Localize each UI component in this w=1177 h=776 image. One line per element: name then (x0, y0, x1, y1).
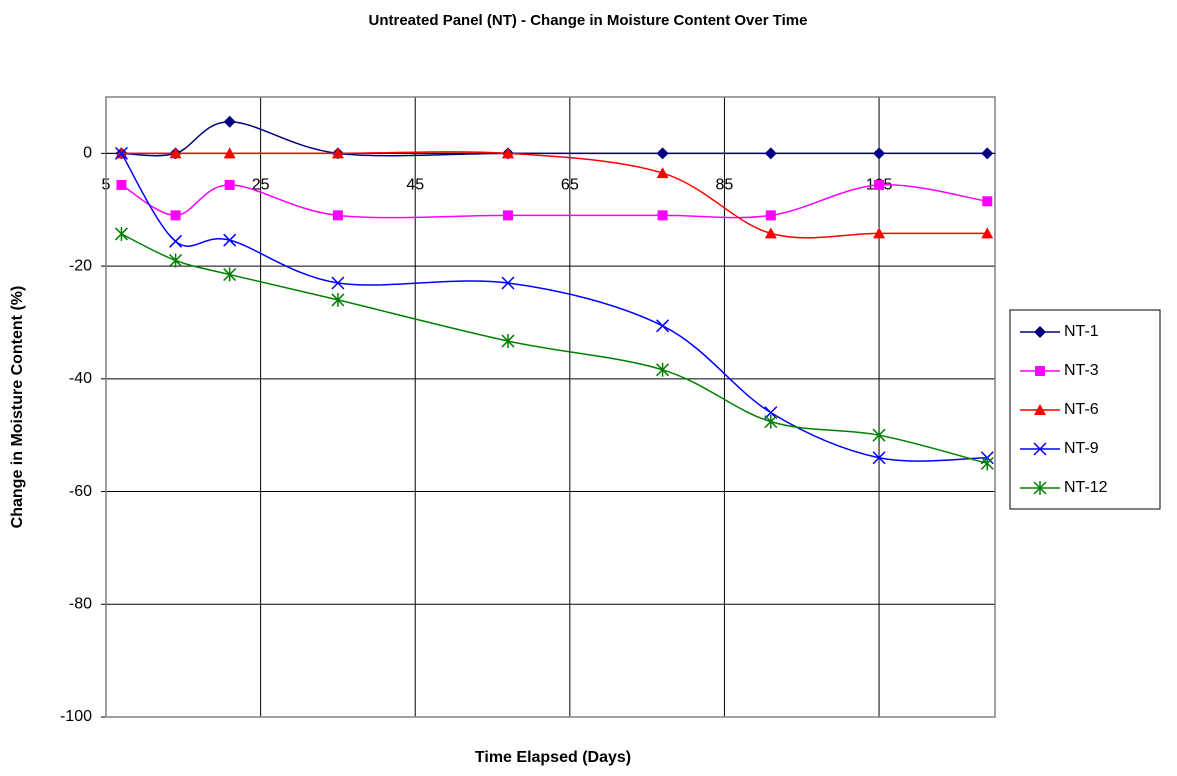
series-line (121, 183, 988, 219)
y-axis-label: Change in Moisture Content (%) (9, 286, 26, 529)
marker (331, 147, 344, 159)
y-tick-label: -80 (69, 595, 92, 612)
marker (982, 196, 993, 207)
chart-title: Untreated Panel (NT) - Change in Moistur… (369, 12, 808, 29)
marker (331, 276, 345, 290)
y-tick-label: -100 (60, 708, 92, 725)
marker (872, 451, 886, 465)
legend-label: NT-6 (1064, 401, 1099, 418)
marker (501, 334, 515, 349)
marker (223, 115, 236, 128)
marker (657, 210, 668, 221)
y-tick-label: 0 (83, 145, 92, 162)
marker (223, 233, 237, 247)
marker (502, 210, 513, 221)
marker (656, 319, 670, 333)
series-line (121, 121, 988, 157)
marker (764, 227, 777, 239)
series-line (121, 151, 988, 239)
legend-label: NT-1 (1064, 323, 1099, 340)
x-tick-label: 65 (561, 177, 579, 194)
y-tick-label: -40 (69, 370, 92, 387)
y-tick-label: -20 (69, 257, 92, 274)
marker (169, 234, 183, 248)
marker (114, 226, 128, 241)
legend-label: NT-12 (1064, 479, 1108, 496)
x-tick-label: 85 (716, 177, 734, 194)
marker (764, 147, 777, 160)
marker (764, 414, 778, 429)
legend-marker (1035, 366, 1045, 376)
marker (981, 147, 994, 160)
x-tick-label: 25 (252, 177, 270, 194)
marker (501, 147, 514, 159)
marker (873, 227, 886, 239)
marker (873, 147, 886, 160)
marker (331, 292, 345, 307)
marker (170, 210, 181, 221)
marker (656, 147, 669, 160)
legend-label: NT-9 (1064, 440, 1099, 457)
series-line (121, 233, 988, 465)
marker (116, 179, 127, 190)
legend-label: NT-3 (1064, 362, 1099, 379)
marker (765, 210, 776, 221)
x-axis-label: Time Elapsed (Days) (475, 749, 631, 766)
y-tick-label: -60 (69, 483, 92, 500)
marker (872, 428, 886, 443)
marker (224, 179, 235, 190)
legend-marker (1034, 404, 1046, 415)
series-line (120, 152, 988, 462)
legend-marker (1033, 481, 1047, 495)
marker (169, 253, 183, 268)
marker (981, 227, 994, 239)
marker (223, 147, 236, 159)
marker (980, 456, 994, 471)
marker (656, 362, 670, 377)
marker (169, 147, 182, 159)
marker (114, 146, 128, 160)
legend-marker (1033, 442, 1047, 456)
marker (332, 210, 343, 221)
legend-marker (1034, 326, 1046, 338)
marker (656, 167, 669, 179)
plot-area (105, 96, 996, 718)
marker (501, 276, 515, 290)
x-tick-label: 45 (406, 177, 424, 194)
marker (874, 179, 885, 190)
marker (223, 267, 237, 282)
